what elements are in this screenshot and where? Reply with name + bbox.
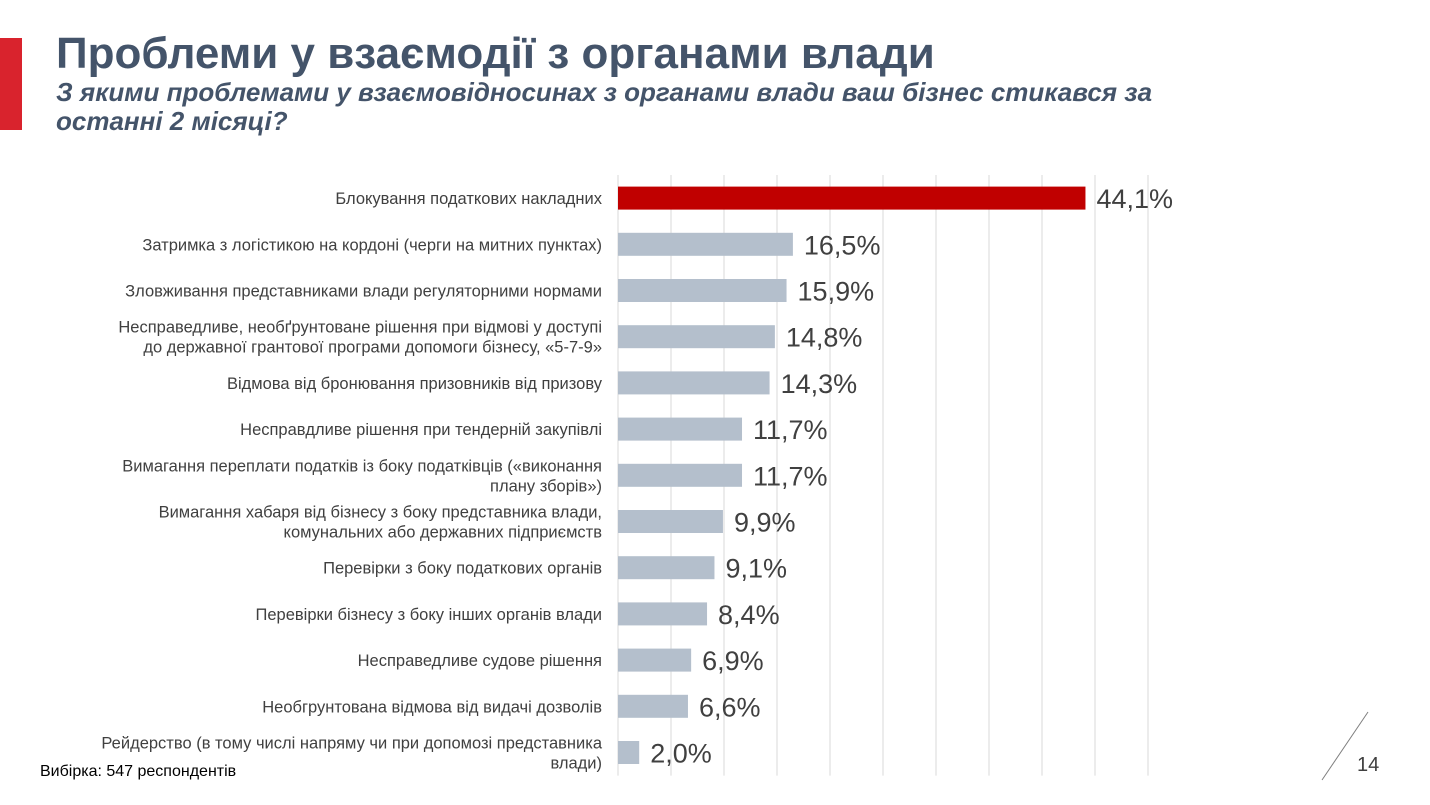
data-label: 6,6% (699, 692, 761, 722)
category-label-line: Зловживання представниками влади регулят… (125, 283, 602, 301)
category-label: Перевірки з боку податкових органів (323, 560, 602, 578)
data-label: 8,4% (718, 600, 780, 630)
data-label: 6,9% (702, 646, 764, 676)
sample-size-note: Вибірка: 547 респондентів (40, 763, 237, 780)
category-label: Несправдливе рішення при тендерній закуп… (240, 421, 602, 439)
category-label-line: Перевірки бізнесу з боку інших органів в… (256, 606, 603, 624)
category-label: Вимагання переплати податків із боку под… (122, 457, 602, 495)
page-number: 14 (1357, 754, 1380, 776)
category-label-line: Рейдерство (в тому числі напряму чи при … (101, 735, 602, 753)
category-label: Відмова від бронювання призовників від п… (227, 375, 603, 393)
category-label-line: Відмова від бронювання призовників від п… (227, 375, 603, 393)
category-label-line: Несправедливе, необґрунтоване рішення пр… (118, 319, 602, 337)
category-label-line: до державної грантової програми допомоги… (143, 339, 602, 357)
page-title: Проблеми у взаємодії з органами влади (56, 29, 935, 78)
data-label: 11,7% (753, 461, 828, 491)
data-label: 14,3% (781, 369, 858, 399)
category-label-line: Несправдливе рішення при тендерній закуп… (240, 421, 602, 439)
category-label: Затримка з логістикою на кордоні (черги … (142, 236, 602, 254)
category-label: Несправедливе, необґрунтоване рішення пр… (118, 319, 602, 357)
data-label: 44,1% (1096, 184, 1173, 214)
data-label: 11,7% (753, 415, 828, 445)
category-label-line: плану зборів») (490, 477, 602, 495)
page-subtitle: З якими проблемами у взаємовідносинах з … (56, 77, 1153, 136)
category-label: Блокування податкових накладних (335, 190, 602, 208)
bar (618, 556, 715, 580)
page-slash-decoration (1321, 711, 1369, 781)
bar (618, 186, 1086, 210)
bar (618, 417, 743, 441)
bar (618, 510, 723, 533)
data-label: 16,5% (804, 230, 881, 260)
bar (618, 694, 688, 718)
category-label-line: Блокування податкових накладних (335, 190, 602, 208)
category-label: Несправедливе судове рішення (358, 652, 602, 670)
data-label: 2,0% (650, 739, 712, 769)
category-label: Вимагання хабаря від бізнесу з боку пред… (159, 504, 603, 542)
category-label-line: Вимагання хабаря від бізнесу з боку пред… (159, 504, 602, 522)
bar (618, 463, 743, 487)
data-label: 9,1% (725, 554, 787, 584)
category-label: Рейдерство (в тому числі напряму чи при … (101, 735, 602, 773)
bar (618, 371, 770, 395)
category-label-line: Вимагання переплати податків із боку под… (122, 457, 602, 475)
data-label: 14,8% (786, 323, 863, 353)
category-label-line: Затримка з логістикою на кордоні (черги … (142, 236, 602, 254)
bar (618, 648, 692, 672)
category-label-line: Несправедливе судове рішення (358, 652, 602, 670)
bar (618, 232, 793, 256)
bar (618, 325, 775, 349)
category-label-line: Перевірки з боку податкових органів (323, 560, 602, 578)
accent-bar (0, 38, 22, 130)
bar (618, 602, 708, 626)
bar (618, 279, 787, 302)
category-label: Зловживання представниками влади регулят… (125, 283, 602, 301)
category-label-line: влади) (550, 755, 602, 773)
category-label: Необгрунтована відмова від видачі дозвол… (262, 698, 602, 716)
category-label-line: Необгрунтована відмова від видачі дозвол… (262, 698, 602, 716)
category-label-line: комунальних або державних підприємств (284, 524, 603, 542)
bar (618, 741, 640, 764)
data-label: 15,9% (798, 277, 875, 307)
category-label: Перевірки бізнесу з боку інших органів в… (256, 606, 603, 624)
data-label: 9,9% (734, 508, 796, 538)
